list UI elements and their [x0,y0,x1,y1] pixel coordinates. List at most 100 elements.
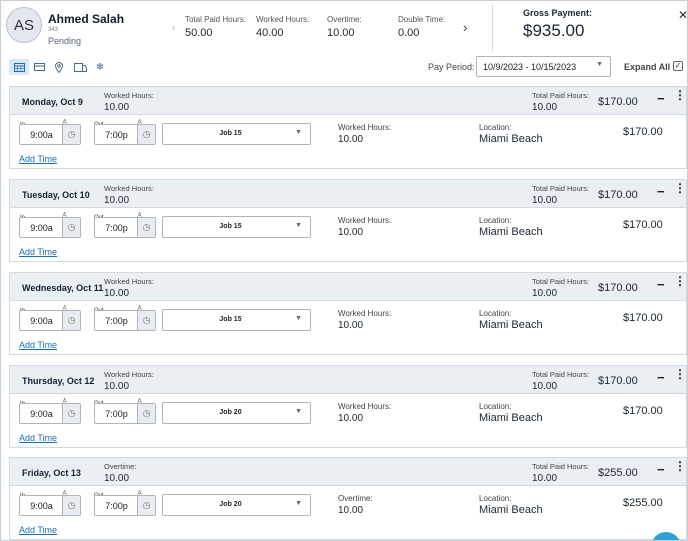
clock-icon[interactable]: ◷ [62,496,80,515]
job-select[interactable]: Job 15 ▼ [162,123,311,145]
chevron-left-icon[interactable]: ‹ [172,22,176,34]
time-out-field[interactable]: 7:00p ◷ [94,310,156,331]
clock-icon[interactable]: ◷ [62,404,80,423]
location-pin-icon[interactable] [49,59,69,75]
time-in-field[interactable]: 9:00a ◷ [19,217,81,238]
job-select[interactable]: Job 15 ▼ [162,309,311,331]
time-in-field[interactable]: 9:00a ◷ [19,310,81,331]
location-value: Miami Beach [479,319,543,331]
job-select[interactable]: Job 20 ▼ [162,402,311,424]
chevron-down-icon: ▼ [295,222,302,229]
more-menu-icon[interactable]: ⋮ [674,274,686,288]
time-out-value: 7:00p [105,409,128,419]
chevron-right-icon[interactable]: › [463,20,468,35]
add-time-link[interactable]: Add Time [19,340,58,350]
gross-payment-value: $935.00 [523,21,585,40]
summary-worked-hours: Worked Hours: 40.00 [256,15,309,39]
add-time-link[interactable]: Add Time [19,525,58,535]
collapse-icon[interactable]: − [657,184,665,199]
expand-all-checkbox[interactable]: ✓ [673,61,683,71]
location-label: Location: [479,123,512,132]
clock-icon[interactable]: ◷ [62,218,80,237]
pay-period-select[interactable]: 10/9/2023 - 10/15/2023 ▼ [476,56,611,77]
job-select[interactable]: Job 15 ▼ [162,216,311,238]
day-title: Thursday, Oct 12 [22,376,95,386]
time-out-value: 7:00p [105,223,128,233]
entry-amount: $170.00 [623,405,663,417]
day-title: Friday, Oct 13 [22,468,81,478]
day-hours-value: 10.00 [104,288,130,299]
day-hours-label: Worked Hours: [104,277,154,286]
chevron-down-icon: ▼ [295,500,302,507]
summary-value: 0.00 [398,27,420,39]
time-in-value: 9:00a [30,409,53,419]
summary-label: Overtime: [327,15,362,24]
time-in-value: 9:00a [30,130,53,140]
entry-hours-label: Worked Hours: [338,216,392,225]
day-total-paid-label: Total Paid Hours: [532,277,590,286]
more-menu-icon[interactable]: ⋮ [674,459,686,473]
time-out-value: 7:00p [105,501,128,511]
day-total-paid-value: 10.00 [532,195,558,206]
collapse-icon[interactable]: − [657,370,665,385]
clock-icon[interactable]: ◷ [137,404,155,423]
more-menu-icon[interactable]: ⋮ [674,181,686,195]
clock-icon[interactable]: ◷ [137,218,155,237]
entry-amount: $170.00 [623,126,663,138]
summary-label: Double Time: [398,15,446,24]
more-menu-icon[interactable]: ⋮ [674,367,686,381]
more-menu-icon[interactable]: ⋮ [674,88,686,102]
add-time-link[interactable]: Add Time [19,247,58,257]
clock-icon[interactable]: ◷ [62,311,80,330]
day-hours-value: 10.00 [104,381,130,392]
location-label: Location: [479,216,512,225]
employee-status: Pending [48,36,82,46]
job-select[interactable]: Job 20 ▼ [162,494,311,516]
summary-value: 40.00 [256,27,284,39]
time-in-value: 9:00a [30,223,53,233]
job-value: Job 15 [219,130,242,137]
collapse-icon[interactable]: − [657,91,665,106]
add-time-link[interactable]: Add Time [19,433,58,443]
time-in-field[interactable]: 9:00a ◷ [19,495,81,516]
entry-hours-label: Worked Hours: [338,309,392,318]
day-total-paid-label: Total Paid Hours: [532,184,590,193]
snowflake-icon[interactable]: ❄ [95,61,105,73]
day-card: Thursday, Oct 12 Worked Hours: 10.00 Tot… [9,365,687,448]
clock-icon[interactable]: ◷ [137,496,155,515]
entry-amount: $255.00 [623,497,663,509]
calendar-icon[interactable] [9,59,29,75]
time-out-field[interactable]: 7:00p ◷ [94,495,156,516]
collapse-icon[interactable]: − [657,277,665,292]
pay-period-label: Pay Period: [428,62,475,72]
card-icon[interactable] [29,59,49,75]
person-icon: ♙ [61,118,69,127]
transfer-icon[interactable] [70,59,90,75]
time-out-field[interactable]: 7:00p ◷ [94,124,156,145]
time-out-field[interactable]: 7:00p ◷ [94,217,156,238]
clock-icon[interactable]: ◷ [137,311,155,330]
close-icon[interactable]: ✕ [678,8,688,22]
location-value: Miami Beach [479,412,543,424]
time-out-field[interactable]: 7:00p ◷ [94,403,156,424]
day-hours-label: Worked Hours: [104,91,154,100]
day-header: Tuesday, Oct 10 Worked Hours: 10.00 Tota… [10,180,686,208]
entry-hours-label: Worked Hours: [338,123,392,132]
person-icon: ♙ [136,489,144,498]
day-card: Tuesday, Oct 10 Worked Hours: 10.00 Tota… [9,179,687,262]
day-total-paid-value: 10.00 [532,288,558,299]
clock-icon[interactable]: ◷ [137,125,155,144]
person-icon: ♙ [61,397,69,406]
time-in-field[interactable]: 9:00a ◷ [19,124,81,145]
employee-name: Ahmed Salah [48,12,125,26]
floating-action-button[interactable] [651,532,681,540]
summary-value: 50.00 [185,27,213,39]
time-in-field[interactable]: 9:00a ◷ [19,403,81,424]
person-icon: ♙ [136,304,144,313]
collapse-icon[interactable]: − [657,462,665,477]
pay-period-value: 10/9/2023 - 10/15/2023 [483,62,577,72]
clock-icon[interactable]: ◷ [62,125,80,144]
add-time-link[interactable]: Add Time [19,154,58,164]
location-value: Miami Beach [479,226,543,238]
toolbar: ❄ Pay Period: 10/9/2023 - 10/15/2023 ▼ E… [1,55,687,81]
